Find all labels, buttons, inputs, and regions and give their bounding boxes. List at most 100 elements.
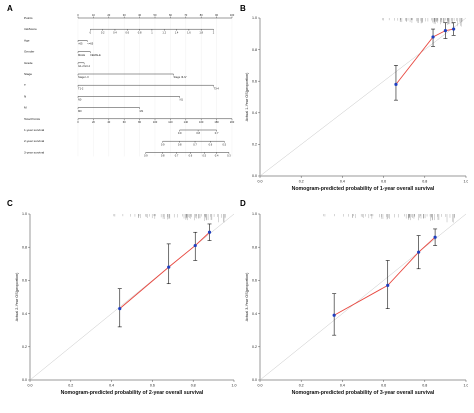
nomogram-tick-label: 0.9 — [178, 131, 182, 135]
nomogram-tick-label: 1.2 — [162, 30, 166, 34]
panel-label-c: C — [7, 199, 13, 208]
x-tick-label: 0.2 — [299, 384, 304, 388]
nomogram-tick-label: 160 — [199, 120, 204, 124]
nomogram-row-label: N — [24, 94, 26, 98]
nomogram-tick-label: 0.8 — [138, 30, 142, 34]
nomogram-tick-label: T1-2 — [78, 86, 84, 90]
x-tick-label: 1.0 — [464, 180, 469, 184]
y-tick-label: 0.8 — [22, 245, 27, 249]
nomogram-tick-label: 40 — [107, 120, 110, 124]
panel-label-d: D — [240, 199, 246, 208]
y-tick-label: 0.4 — [252, 111, 257, 115]
nomogram-tick-label: MALE — [78, 53, 85, 57]
data-point — [207, 230, 212, 234]
nomogram-tick-label: 0.7 — [215, 131, 219, 135]
x-axis-title: Nomogram-predicted probability of 1-year… — [292, 186, 435, 192]
nomogram-tick-label: 0.4 — [113, 30, 117, 34]
nomogram-row-label: Gender — [24, 50, 34, 54]
x-tick-label: 0.2 — [299, 180, 304, 184]
nomogram-tick-label: 0.7 — [175, 154, 179, 158]
data-point — [332, 313, 336, 317]
x-tick-label: 0.8 — [422, 384, 427, 388]
y-tick-label: 0.0 — [22, 378, 27, 382]
nomogram-tick-label: 0.6 — [189, 154, 193, 158]
nomogram-tick-label: >65 — [78, 42, 83, 46]
x-tick-label: 0.8 — [191, 384, 196, 388]
nomogram-row-label: 3-year survival — [24, 150, 44, 154]
nomogram-tick-label: 80 — [200, 13, 203, 17]
nomogram-tick-label: G3-4 — [84, 64, 90, 68]
calibration-line — [395, 28, 454, 85]
ideal-reference-line — [29, 213, 235, 381]
nomogram-tick-label: 0.6 — [209, 142, 213, 146]
y-tick-label: 0.0 — [252, 174, 257, 178]
data-point — [386, 283, 390, 287]
y-axis-title: Actual 2-Year OS(proportion) — [15, 272, 19, 322]
x-tick-label: 0.4 — [340, 384, 345, 388]
nomogram-tick-label: 0.2 — [101, 30, 105, 34]
x-tick-label: 0.0 — [258, 180, 263, 184]
ideal-reference-line — [259, 17, 467, 177]
nomogram-tick-label: 0.3 — [227, 154, 231, 158]
y-tick-label: 1.0 — [22, 212, 27, 216]
calibration-line — [333, 236, 436, 316]
y-tick-label: 0.0 — [252, 378, 257, 382]
nomogram-row-label: 1-year survival — [24, 128, 44, 132]
y-tick-label: 0.8 — [252, 48, 257, 52]
y-tick-label: 0.6 — [252, 279, 257, 283]
nomogram-tick-label: 0.8 — [161, 154, 165, 158]
x-axis-title: Nomogram-predicted probability of 2-year… — [61, 390, 204, 396]
nomogram-tick-label: 60 — [169, 13, 172, 17]
nomogram-tick-label: 0.6 — [125, 30, 129, 34]
data-point — [443, 29, 447, 33]
y-tick-label: 1.0 — [252, 212, 257, 216]
data-point — [118, 307, 122, 311]
x-tick-label: 0.0 — [28, 384, 33, 388]
data-point — [417, 250, 421, 254]
nomogram-tick-label: 140 — [184, 120, 189, 124]
data-point — [431, 35, 435, 39]
nomogram-tick-label: 0.9 — [144, 154, 148, 158]
nomogram-row-label: Age — [24, 38, 30, 42]
ideal-reference-line — [259, 213, 467, 381]
y-tick-label: 0.6 — [252, 79, 257, 83]
nomogram-tick-label: T3-4 — [214, 86, 220, 90]
panel-label-b: B — [240, 4, 246, 13]
nomogram-tick-label: 2 — [213, 30, 215, 34]
nomogram-tick-label: N1 — [180, 98, 184, 102]
nomogram-tick-label: 90 — [215, 13, 218, 17]
nomogram-tick-label: 60 — [123, 120, 126, 124]
nomogram-tick-label: 1.4 — [175, 30, 179, 34]
nomogram-row-label: Points — [24, 16, 33, 20]
nomogram-tick-label: N0 — [78, 98, 82, 102]
nomogram-tick-label: 0.5 — [222, 142, 226, 146]
nomogram-tick-label: Stage III-IV — [173, 75, 186, 79]
x-tick-label: 1.0 — [464, 384, 469, 388]
nomogram-tick-label: 180 — [214, 120, 219, 124]
nomogram-tick-label: <=65 — [87, 42, 93, 46]
nomogram-row-label: T — [24, 83, 26, 87]
x-tick-label: 0.8 — [422, 180, 427, 184]
nomogram-tick-label: 50 — [154, 13, 157, 17]
y-tick-label: 0.2 — [252, 143, 257, 147]
nomogram-tick-label: 0.4 — [215, 154, 219, 158]
nomogram-row-label: Stage — [24, 72, 32, 76]
nomogram-tick-label: 80 — [138, 120, 141, 124]
nomogram-tick-label: 40 — [138, 13, 141, 17]
nomogram-tick-label: 0.9 — [161, 142, 165, 146]
calibration-chart-1-year: 0.0 0.2 0.4 0.6 0.8 1.0 0.0 0.2 0.4 0.6 0.8 1.0 Nomo… — [245, 16, 469, 192]
nomogram-tick-label: 1.6 — [187, 30, 191, 34]
nomogram-tick-label: 100 — [153, 120, 158, 124]
nomogram-row-label: 2-year survival — [24, 139, 44, 143]
nomogram-tick-label: 100 — [230, 13, 235, 17]
x-tick-label: 0.0 — [258, 384, 263, 388]
y-tick-label: 0.6 — [22, 279, 27, 283]
y-tick-label: 0.2 — [22, 345, 27, 349]
x-tick-label: 0.4 — [109, 384, 114, 388]
data-point — [452, 27, 456, 31]
x-tick-label: 0.6 — [381, 384, 386, 388]
y-axis-title: Actual 1-Year OS(proportion) — [245, 72, 249, 122]
nomogram-tick-label: 10 — [92, 13, 95, 17]
nomogram-tick-label: 120 — [168, 120, 173, 124]
